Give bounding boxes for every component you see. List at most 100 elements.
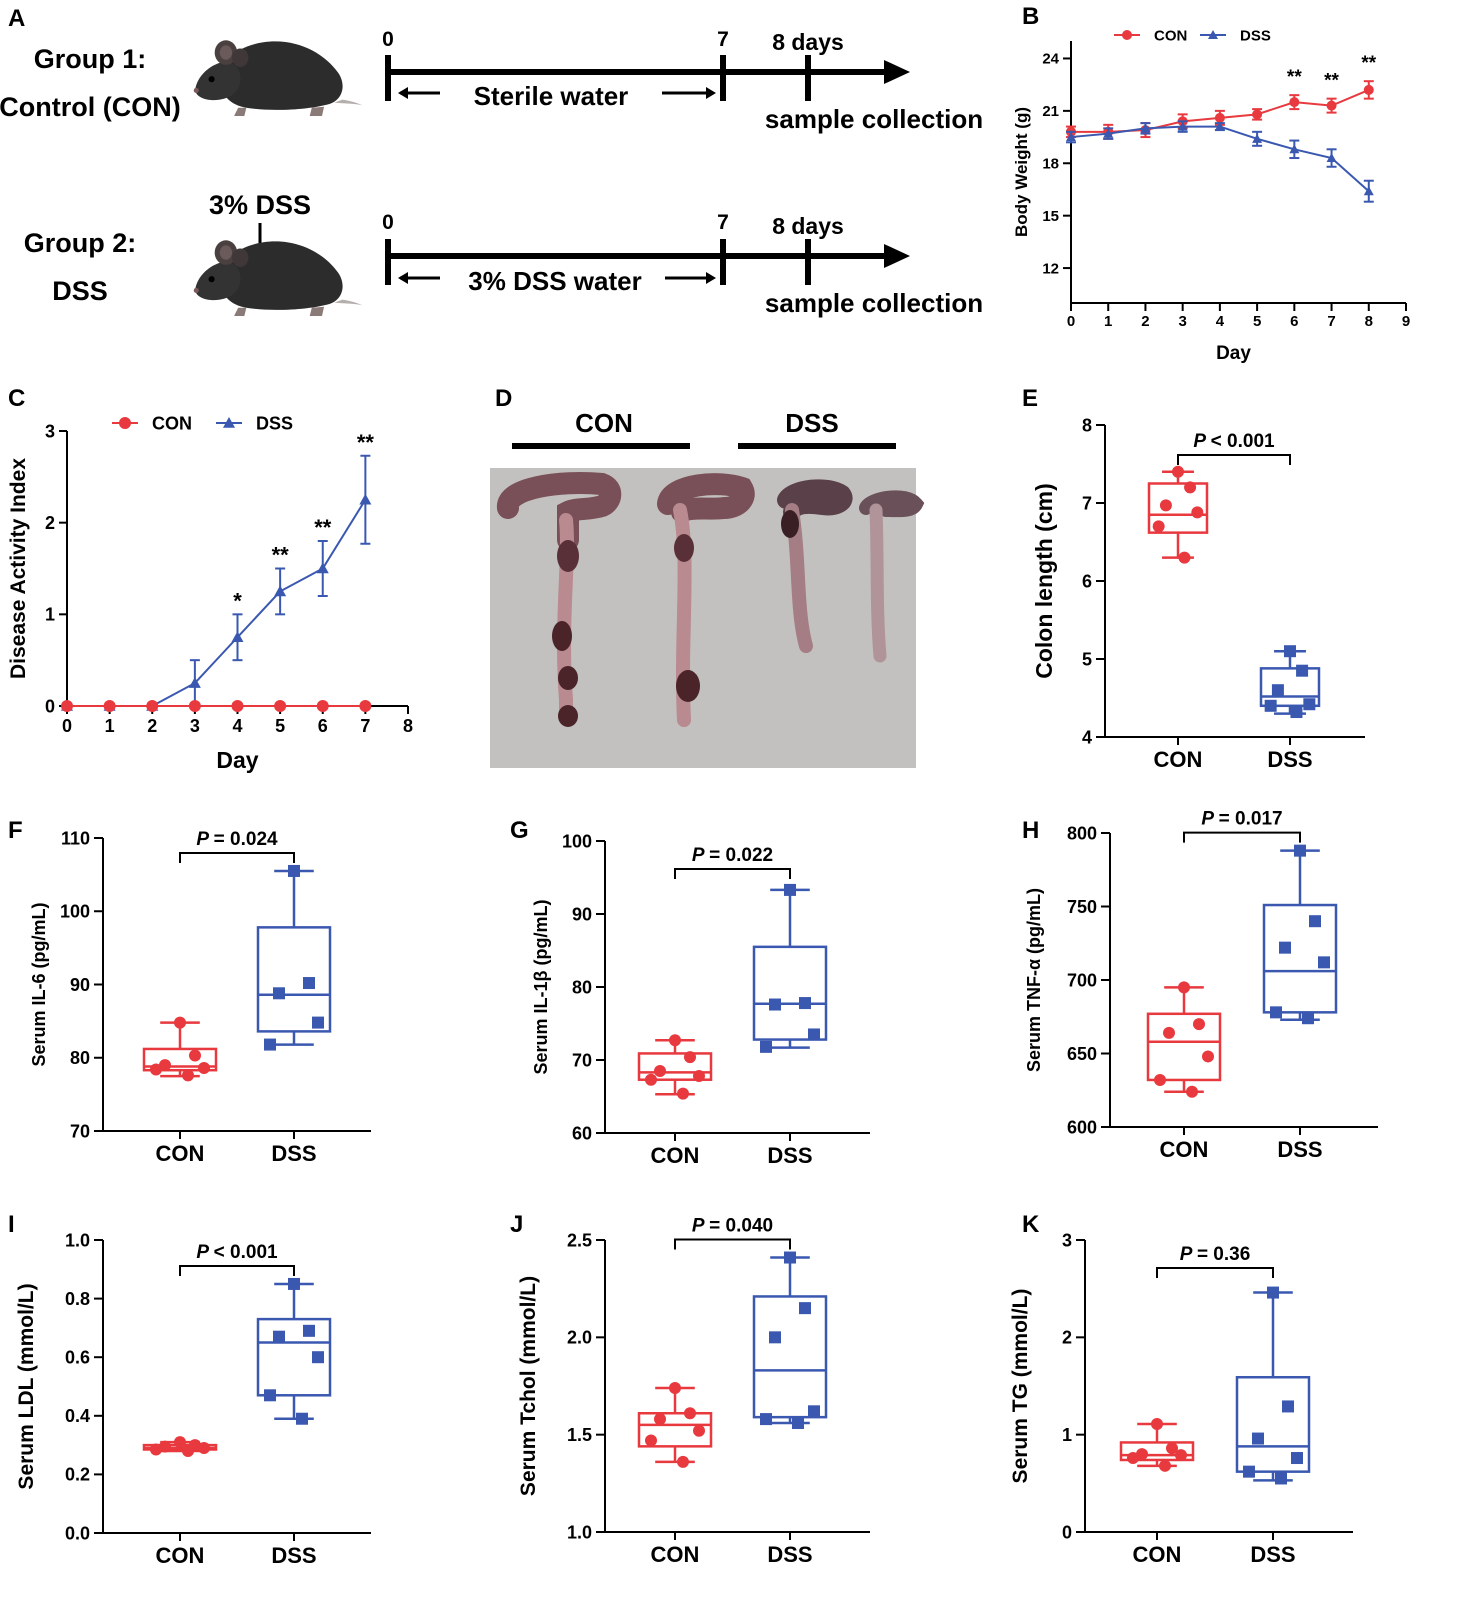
- x-tick-label: 9: [1402, 313, 1410, 330]
- data-point: [1193, 1018, 1205, 1031]
- data-point: [769, 1331, 781, 1344]
- group1-name: Control (CON): [0, 92, 181, 122]
- box-iqr: [1147, 482, 1209, 534]
- significance-bracket: [179, 1264, 295, 1276]
- x-axis-title: Day: [216, 747, 258, 773]
- data-point: [1166, 1442, 1178, 1455]
- y-axis-title: Serum IL-6 (pg/mL): [29, 902, 49, 1066]
- significance-mark: **: [1287, 67, 1302, 88]
- p-value-label: P = 0.024: [196, 829, 278, 850]
- significance-mark: **: [314, 515, 332, 540]
- category-label: DSS: [1267, 747, 1312, 772]
- sample-collection-label: sample collection: [765, 288, 983, 318]
- data-point: [189, 1049, 201, 1062]
- data-point: [808, 1028, 820, 1041]
- box-con: [637, 1381, 713, 1468]
- data-point: [1178, 551, 1191, 564]
- p-value-label: P = 0.040: [692, 1216, 773, 1237]
- timeline-tick-start: 0: [382, 28, 394, 51]
- colon-con-1: [497, 472, 622, 727]
- data-point: [1303, 698, 1316, 711]
- panel-label-a: A: [8, 5, 25, 32]
- y-tick-label: 1.0: [567, 1522, 592, 1542]
- panel-label-c: C: [8, 385, 25, 412]
- p-value-label: P < 0.001: [196, 1242, 278, 1263]
- data-point: [188, 700, 201, 712]
- timeline-dss-water-label: 3% DSS water: [468, 266, 641, 296]
- significance-bracket: [179, 851, 295, 863]
- series-dss: [1066, 120, 1374, 203]
- y-tick-label: 24: [1042, 51, 1059, 68]
- box-dss: [752, 1251, 828, 1429]
- x-tick-label: 7: [360, 716, 370, 736]
- panel-label-i: I: [8, 1211, 15, 1238]
- y-tick-label: 70: [70, 1121, 90, 1141]
- panel-label-h: H: [1022, 817, 1039, 844]
- legend-marker: [1122, 30, 1132, 40]
- data-point: [1159, 499, 1172, 512]
- x-tick-label: 1: [105, 716, 115, 736]
- sample-collection-label: sample collection: [765, 104, 983, 134]
- x-tick-label: 3: [1178, 313, 1186, 330]
- data-point: [645, 1073, 657, 1086]
- y-tick-label: 3: [1062, 1230, 1072, 1250]
- box-iqr: [256, 926, 332, 1033]
- timeline-tick-end: 8 days: [772, 213, 844, 239]
- data-point: [760, 1413, 772, 1426]
- category-label: CON: [651, 1542, 700, 1567]
- data-point: [784, 1251, 796, 1264]
- y-tick-label: 0: [1062, 1522, 1072, 1542]
- data-point: [182, 1069, 194, 1082]
- data-point: [645, 1434, 657, 1447]
- mouse-icon: [193, 40, 363, 116]
- y-tick-label: 70: [572, 1050, 592, 1070]
- legend-marker: [1208, 30, 1218, 39]
- significance-mark: **: [357, 430, 375, 455]
- data-point: [1279, 941, 1291, 954]
- data-point: [1309, 915, 1321, 928]
- significance-bracket: [1183, 831, 1301, 843]
- y-tick-label: 3: [45, 421, 55, 441]
- panel-label-j: J: [510, 1211, 523, 1238]
- data-point: [654, 1064, 666, 1077]
- significance-mark: **: [272, 543, 290, 568]
- box-con: [637, 1034, 713, 1100]
- box-iqr: [256, 1317, 332, 1397]
- box-iqr: [1119, 1441, 1195, 1462]
- data-point: [1296, 664, 1309, 677]
- box-con: [142, 1436, 218, 1457]
- category-label: CON: [1133, 1542, 1182, 1567]
- data-point: [1326, 153, 1337, 163]
- category-label: DSS: [271, 1141, 316, 1166]
- data-point: [174, 1436, 186, 1449]
- data-point: [1267, 1286, 1279, 1299]
- y-tick-label: 60: [572, 1123, 592, 1143]
- data-point: [288, 1277, 300, 1290]
- y-tick-label: 15: [1042, 208, 1059, 225]
- data-point: [1127, 1452, 1139, 1465]
- y-tick-label: 1.5: [567, 1425, 592, 1445]
- x-tick-label: 0: [1067, 313, 1075, 330]
- box-dss: [256, 1277, 332, 1425]
- timeline-tick-mid: 7: [717, 211, 729, 234]
- y-axis-title: Colon length (cm): [1031, 483, 1057, 678]
- data-point: [1214, 121, 1225, 131]
- data-point: [182, 1444, 194, 1457]
- category-label: CON: [1154, 747, 1203, 772]
- data-point: [1318, 956, 1330, 969]
- data-point: [1214, 112, 1225, 123]
- data-point: [198, 1062, 210, 1075]
- data-point: [231, 700, 244, 712]
- data-point: [303, 977, 315, 990]
- timeline-dss: 0 7 8 days 3% DSS water sample collectio…: [382, 211, 983, 318]
- y-tick-label: 0.6: [65, 1348, 90, 1368]
- data-point: [1163, 1026, 1175, 1039]
- y-tick-label: 4: [1082, 727, 1092, 747]
- data-point: [316, 562, 329, 574]
- y-tick-label: 1: [1062, 1425, 1072, 1445]
- y-tick-label: 1: [45, 605, 55, 625]
- significance-mark: **: [1324, 71, 1339, 92]
- y-tick-label: 80: [572, 977, 592, 997]
- significance-bracket: [1156, 1267, 1274, 1278]
